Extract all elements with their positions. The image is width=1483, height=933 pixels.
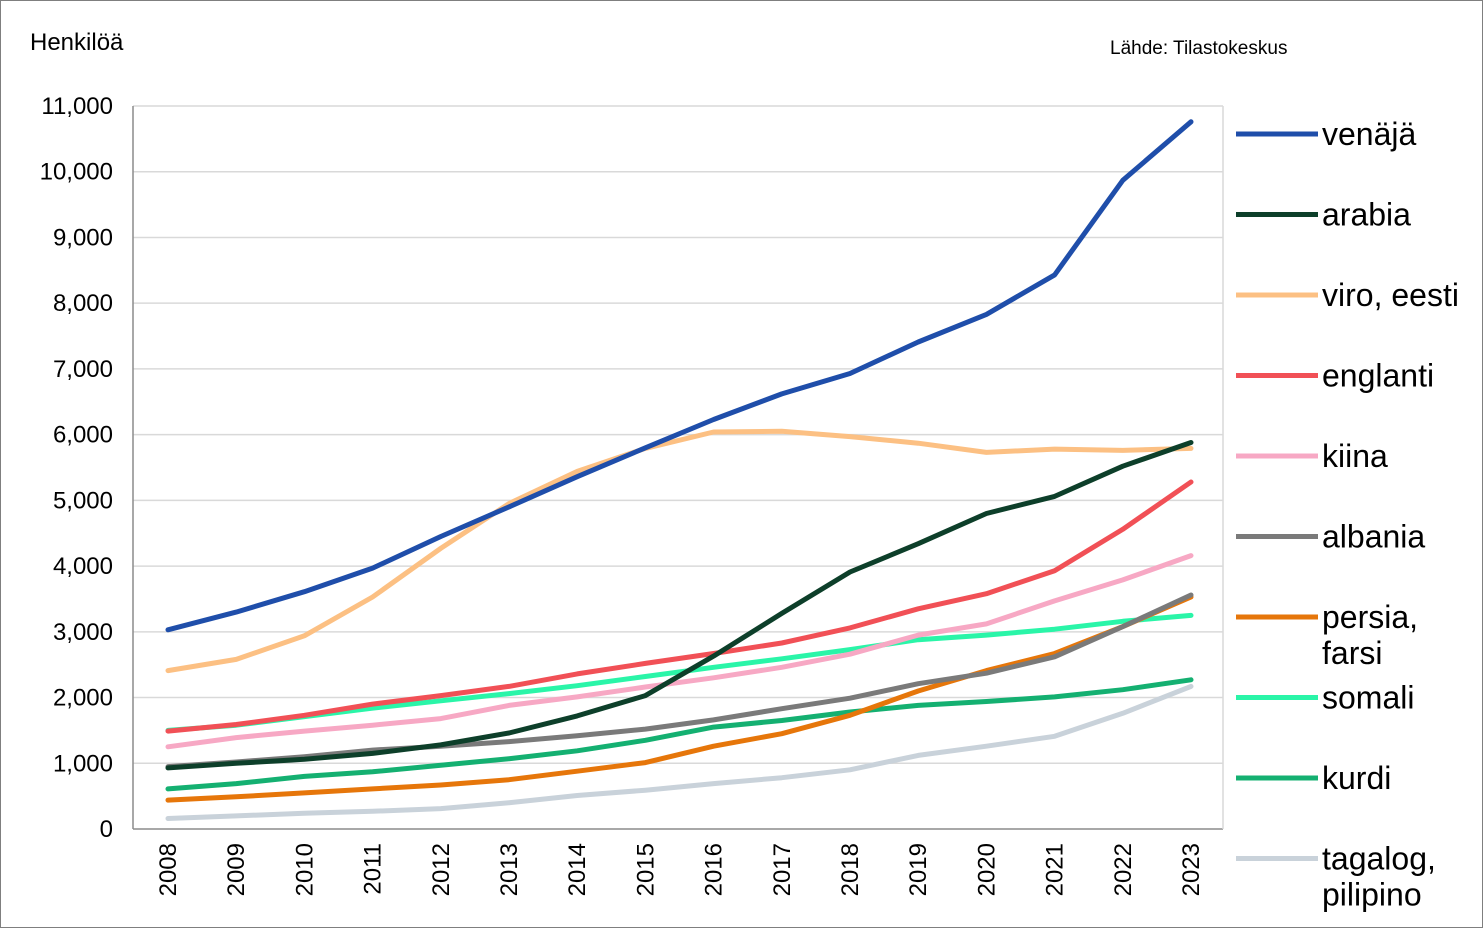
series-line-0 xyxy=(165,119,1194,633)
legend-label: kurdi xyxy=(1322,760,1391,796)
series-line-2 xyxy=(165,428,1194,674)
y-tick-label: 0 xyxy=(100,816,113,843)
legend-item: albania xyxy=(1236,519,1425,555)
x-tick-label: 2012 xyxy=(428,843,455,896)
legend-label: pilipino xyxy=(1322,877,1422,913)
x-tick-label: 2008 xyxy=(155,843,182,896)
legend-label: venäjä xyxy=(1322,116,1417,152)
legend-label: englanti xyxy=(1322,358,1434,394)
x-tick-label: 2015 xyxy=(632,843,659,896)
y-tick-label: 1,000 xyxy=(53,750,113,777)
x-tick-label: 2021 xyxy=(1042,843,1069,896)
legend-item: arabia xyxy=(1236,197,1411,233)
y-axis-title: Henkilöä xyxy=(30,29,124,56)
legend-label: tagalog, xyxy=(1322,841,1436,877)
y-tick-label: 2,000 xyxy=(53,685,113,712)
legend: venäjä arabia viro, eesti englanti kiina alba… xyxy=(1236,116,1459,913)
series-line-5 xyxy=(165,592,1194,770)
x-tick-label: 2013 xyxy=(496,843,523,896)
legend-label: farsi xyxy=(1322,635,1382,671)
series-line-9 xyxy=(165,683,1194,821)
legend-item: persia,farsi xyxy=(1236,599,1418,671)
x-tick-label: 2010 xyxy=(291,843,318,896)
legend-label: somali xyxy=(1322,680,1414,716)
legend-item: englanti xyxy=(1236,358,1434,394)
y-tick-label: 5,000 xyxy=(53,487,113,514)
x-tick-label: 2022 xyxy=(1110,843,1137,896)
source-note: Lähde: Tilastokeskus xyxy=(1110,38,1287,59)
legend-item: viro, eesti xyxy=(1236,277,1459,313)
x-tick-label: 2018 xyxy=(837,843,864,896)
axes xyxy=(132,106,1224,830)
legend-label: arabia xyxy=(1322,197,1411,233)
series-line-3 xyxy=(165,479,1194,734)
x-tick-label: 2014 xyxy=(564,843,591,896)
y-tick-label: 6,000 xyxy=(53,422,113,449)
y-tick-label: 7,000 xyxy=(53,356,113,383)
legend-label: kiina xyxy=(1322,438,1388,474)
x-tick-label: 2017 xyxy=(769,843,796,896)
y-tick-label: 10,000 xyxy=(40,159,113,186)
legend-label: persia, xyxy=(1322,599,1418,635)
x-tick-label: 2009 xyxy=(223,843,250,896)
series-line-1 xyxy=(165,440,1194,771)
legend-item: kurdi xyxy=(1236,760,1391,796)
legend-item: tagalog,pilipino xyxy=(1236,841,1436,913)
x-tick-label: 2020 xyxy=(973,843,1000,896)
y-tick-label: 3,000 xyxy=(53,619,113,646)
y-tick-labels: 0 1,000 2,000 3,000 4,000 5,000 6,000 7,000 8,00… xyxy=(40,93,113,843)
series-line-6 xyxy=(165,594,1194,803)
series-lines xyxy=(165,119,1194,821)
x-tick-label: 2011 xyxy=(360,843,387,895)
x-tick-label: 2016 xyxy=(701,843,728,896)
legend-label: albania xyxy=(1322,519,1425,555)
legend-item: venäjä xyxy=(1236,116,1417,152)
y-tick-label: 8,000 xyxy=(53,290,113,317)
series-line-7 xyxy=(165,612,1194,733)
y-tick-label: 11,000 xyxy=(41,93,113,120)
x-tick-label: 2019 xyxy=(905,843,932,896)
legend-item: somali xyxy=(1236,680,1414,716)
y-tick-label: 9,000 xyxy=(53,224,113,251)
y-tick-label: 4,000 xyxy=(53,553,113,580)
legend-label: viro, eesti xyxy=(1322,277,1459,313)
x-tick-label: 2023 xyxy=(1178,843,1205,896)
x-tick-labels: 2008 2009 2010 2011 2012 2013 2014 2015 2016 2017… xyxy=(155,843,1205,896)
series-line-4 xyxy=(165,553,1194,750)
series-line-8 xyxy=(165,677,1194,792)
legend-item: kiina xyxy=(1236,438,1388,474)
